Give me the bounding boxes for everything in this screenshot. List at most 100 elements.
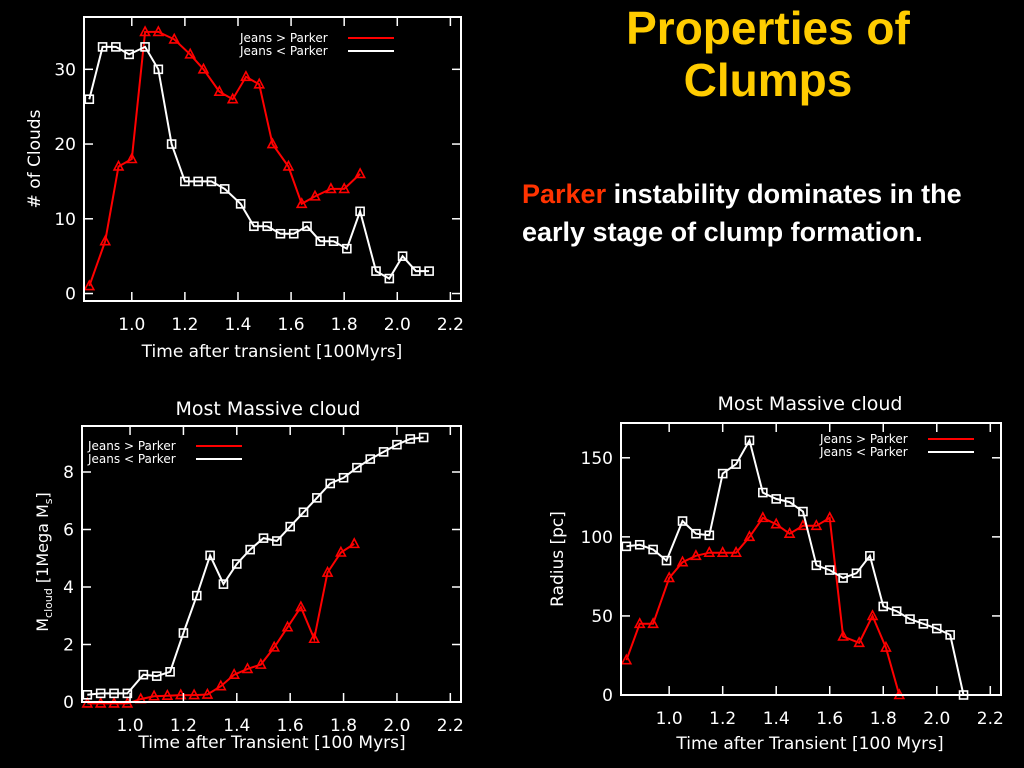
y-axis-label: Mcloud [1Mega Ms] (33, 492, 55, 632)
x-axis-label: Time after Transient [100 Myrs] (137, 733, 405, 753)
data-point (99, 234, 112, 246)
legend-label: Jeans > Parker (239, 31, 328, 45)
data-point (771, 494, 782, 504)
x-tick-label: 1.8 (870, 709, 897, 729)
x-tick-label: 1.2 (171, 315, 198, 335)
data-point (309, 189, 321, 201)
slide-title-line1: Properties of (626, 2, 910, 54)
data-point (254, 657, 267, 669)
data-point (798, 506, 808, 517)
data-point (83, 279, 96, 291)
data-point (384, 273, 395, 284)
data-point (424, 266, 434, 276)
y-tick-label: 2 (63, 636, 74, 656)
series-line (625, 516, 901, 696)
x-tick-label: 1.0 (656, 709, 683, 729)
legend-label: Jeans < Parker (87, 452, 176, 466)
data-point (717, 468, 728, 479)
data-point (240, 70, 252, 82)
chart-title: Most Massive cloud (718, 393, 903, 415)
y-tick-label: 0 (65, 285, 76, 305)
data-point (731, 459, 741, 469)
data-point (838, 573, 848, 583)
data-point (151, 671, 162, 681)
data-point (193, 176, 203, 187)
y-axis-label-end: ] (33, 492, 52, 498)
data-point (321, 565, 334, 577)
data-point (716, 545, 729, 557)
data-point (253, 77, 266, 89)
data-point (214, 679, 227, 691)
data-point (352, 462, 362, 473)
data-point (258, 533, 269, 543)
y-tick-label: 6 (63, 521, 74, 541)
data-point (663, 571, 675, 583)
data-point (931, 623, 942, 634)
data-point (703, 545, 716, 557)
y-axis-label-sub: cloud (42, 588, 55, 618)
data-point (677, 516, 688, 526)
data-point (275, 228, 286, 239)
data-point (188, 688, 200, 700)
data-point (743, 530, 756, 542)
data-point (945, 630, 955, 640)
data-point (704, 530, 715, 541)
data-point (411, 266, 421, 276)
y-tick-label: 100 (581, 528, 613, 548)
data-point (218, 579, 229, 589)
data-point (82, 690, 93, 700)
data-point (109, 688, 119, 699)
data-point (148, 689, 160, 701)
x-tick-label: 1.6 (816, 709, 843, 729)
data-point (397, 251, 408, 261)
data-point (621, 541, 632, 552)
data-point (295, 197, 308, 209)
data-point (140, 42, 150, 52)
data-point (335, 545, 347, 557)
y-tick-label: 0 (602, 686, 613, 706)
data-point (865, 551, 875, 561)
x-tick-label: 1.2 (170, 716, 197, 736)
x-axis-label: Time after Transient [100 Myrs] (675, 734, 943, 754)
y-tick-label: 4 (63, 578, 74, 598)
data-point (691, 528, 701, 539)
data-point (620, 653, 633, 665)
y-tick-label: 8 (63, 463, 74, 483)
data-point (634, 539, 645, 550)
data-point (758, 487, 768, 498)
data-point (338, 182, 351, 194)
data-point (178, 628, 189, 638)
data-point (866, 609, 879, 621)
y-axis-label: # of Clouds (25, 109, 45, 208)
data-point (757, 511, 769, 523)
data-point (298, 507, 309, 518)
data-point (226, 92, 239, 104)
x-tick-label: 1.4 (224, 315, 251, 335)
data-point (811, 560, 822, 571)
data-point (824, 565, 835, 575)
data-point (205, 550, 215, 561)
data-point (730, 545, 742, 557)
data-point (355, 206, 365, 217)
data-point (325, 182, 337, 194)
x-tick-label: 2.0 (383, 716, 410, 736)
message-body: instability dominates in the early stage… (522, 179, 962, 247)
data-point (891, 606, 902, 616)
data-point (161, 688, 174, 700)
data-point (125, 152, 138, 164)
data-point (633, 617, 646, 629)
legend-label: Jeans < Parker (239, 44, 328, 58)
y-tick-label: 50 (591, 607, 613, 627)
x-tick-label: 2.2 (437, 716, 464, 736)
data-point (201, 687, 214, 699)
plot-frame (81, 425, 462, 703)
data-point (282, 159, 295, 171)
y-axis-label: Radius [pc] (548, 511, 568, 607)
y-tick-label: 0 (63, 693, 74, 713)
data-point (378, 447, 389, 457)
data-point (241, 662, 254, 674)
data-point (153, 64, 164, 75)
data-point (312, 493, 322, 503)
data-point (676, 555, 689, 567)
data-point (232, 559, 242, 569)
